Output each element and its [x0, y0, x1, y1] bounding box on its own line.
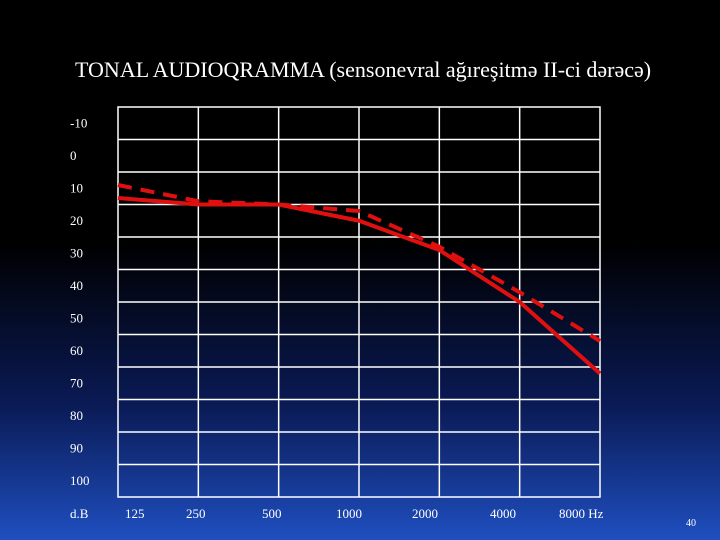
y-tick-label: 0 — [70, 148, 77, 163]
x-tick-label: 1000 — [336, 506, 362, 521]
chart-grid — [117, 106, 601, 498]
y-axis-unit-label: d.B — [70, 506, 89, 521]
y-tick-label: 40 — [70, 278, 83, 293]
x-tick-label: 2000 — [412, 506, 438, 521]
y-tick-label: 70 — [70, 375, 83, 390]
y-tick-label: 90 — [70, 440, 83, 455]
y-axis-labels: -10 0 10 20 30 40 50 60 70 80 90 100 d.B — [70, 115, 90, 521]
page-number: 40 — [686, 518, 696, 529]
y-tick-label: 80 — [70, 408, 83, 423]
y-tick-label: 100 — [70, 473, 90, 488]
y-tick-label: 10 — [70, 180, 83, 195]
y-tick-label: 60 — [70, 343, 83, 358]
series-solid-line — [117, 196, 602, 375]
x-tick-label: 500 — [262, 506, 282, 521]
y-tick-label: 20 — [70, 213, 83, 228]
x-tick-label: 4000 — [490, 506, 516, 521]
slide-title: TONAL AUDIOQRAMMA (sensonevral ağıreşitm… — [75, 57, 652, 82]
y-tick-label: 30 — [70, 245, 83, 260]
x-tick-label: 250 — [186, 506, 206, 521]
series-dashed-line — [117, 183, 602, 343]
x-tick-label: 125 — [125, 506, 145, 521]
x-tick-label: 8000 Hz — [559, 506, 604, 521]
y-tick-label: 50 — [70, 310, 83, 325]
x-axis-labels: 125 250 500 1000 2000 4000 8000 Hz — [125, 506, 604, 521]
chart-series — [117, 183, 602, 375]
y-tick-label: -10 — [70, 115, 87, 130]
